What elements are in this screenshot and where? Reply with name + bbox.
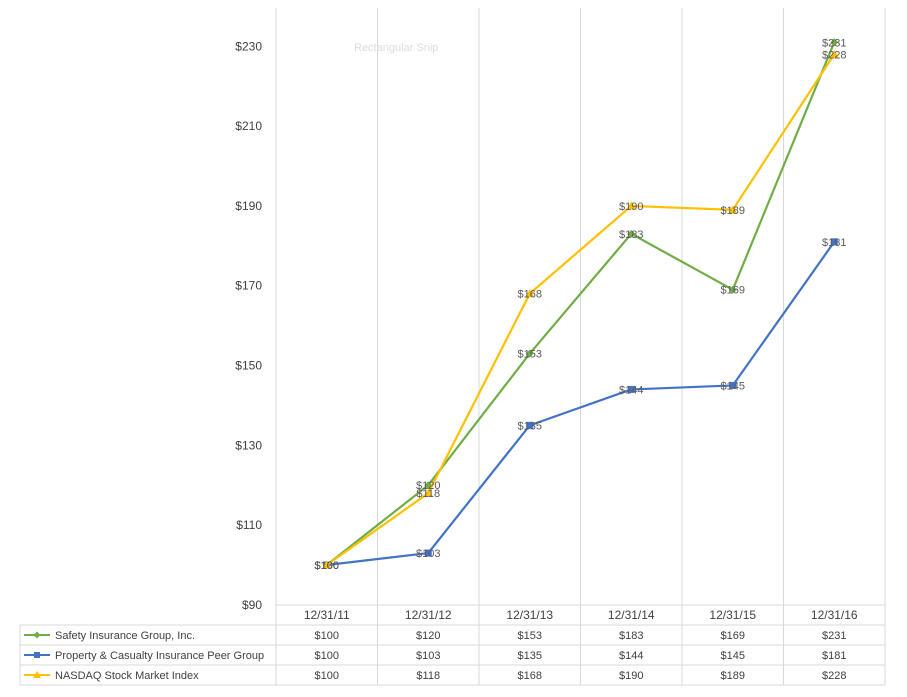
data-point xyxy=(728,205,738,214)
data-point xyxy=(728,285,737,294)
data-point xyxy=(526,421,534,429)
x-tick-label: 12/31/15 xyxy=(709,608,756,622)
data-point xyxy=(830,238,838,246)
data-label: $228 xyxy=(822,49,846,61)
x-tick-label: 12/31/14 xyxy=(608,608,655,622)
table-cell: $144 xyxy=(619,650,643,662)
legend-key-marker xyxy=(33,631,41,639)
series-line xyxy=(326,53,836,566)
data-point xyxy=(424,549,432,557)
data-label: $135 xyxy=(518,420,542,432)
data-label: $100 xyxy=(315,560,339,572)
data-point xyxy=(423,488,433,497)
data-label: $183 xyxy=(619,229,643,241)
data-label: $103 xyxy=(416,548,440,560)
data-labels: $100$120$153$183$169$231$100$103$135$144… xyxy=(315,37,847,572)
x-tick-label: 12/31/11 xyxy=(304,608,350,622)
data-point xyxy=(627,229,636,238)
table-cell: $100 xyxy=(315,670,339,682)
rectangular-snip-overlay: Rectangular Snip xyxy=(354,42,438,54)
table-cell: $153 xyxy=(518,630,542,642)
data-label: $190 xyxy=(619,201,643,213)
y-tick-label: $110 xyxy=(236,518,262,532)
data-table: 12/31/11 12/31/12 12/31/13 12/31/14 12/31/15… xyxy=(19,604,886,686)
table-cell: $190 xyxy=(619,670,643,682)
y-tick-label: $130 xyxy=(235,438,262,452)
table-cell: $183 xyxy=(619,630,643,642)
data-label: $100 xyxy=(315,560,339,572)
table-cell: $189 xyxy=(721,670,745,682)
data-label: $168 xyxy=(518,289,542,301)
series-line xyxy=(326,41,836,566)
data-point xyxy=(525,289,535,298)
table-cell: $231 xyxy=(822,630,846,642)
data-label: $144 xyxy=(619,384,643,396)
data-label: $118 xyxy=(416,488,440,500)
grid xyxy=(275,8,886,605)
data-point xyxy=(830,38,839,47)
y-tick-label: $90 xyxy=(242,598,262,612)
y-axis: $90 $110 $130 $150 $170 $190 $210 $230 xyxy=(235,39,262,612)
data-label: $189 xyxy=(721,205,745,217)
table-cell: $135 xyxy=(518,650,542,662)
y-tick-label: $230 xyxy=(235,39,262,53)
table-cell: $169 xyxy=(721,630,745,642)
table-cell: $120 xyxy=(416,630,440,642)
data-label: $231 xyxy=(822,37,846,49)
legend-key-marker xyxy=(33,671,41,678)
series-line xyxy=(326,241,836,567)
data-label: $169 xyxy=(721,285,745,297)
y-tick-label: $170 xyxy=(235,279,262,293)
y-tick-label: $190 xyxy=(235,199,262,213)
table-cell: $181 xyxy=(822,650,846,662)
legend-entry: Property & Casualty Insurance Peer Group xyxy=(55,650,264,662)
data-label: $145 xyxy=(721,380,745,392)
data-point xyxy=(729,381,737,389)
legend-entry: NASDAQ Stock Market Index xyxy=(55,670,199,682)
table-cell: $118 xyxy=(416,670,440,682)
y-tick-label: $210 xyxy=(235,119,262,133)
data-point xyxy=(627,385,635,393)
data-point xyxy=(626,201,636,210)
data-point xyxy=(829,49,839,58)
data-label: $100 xyxy=(315,560,339,572)
data-label: $181 xyxy=(822,237,846,249)
data-point xyxy=(322,560,332,569)
table-cell: $103 xyxy=(416,650,440,662)
x-tick-label: 12/31/16 xyxy=(811,608,858,622)
table-cell: $100 xyxy=(315,630,339,642)
x-tick-label: 12/31/12 xyxy=(405,608,452,622)
data-label: $120 xyxy=(416,480,440,492)
y-tick-label: $150 xyxy=(235,359,262,373)
data-point xyxy=(525,349,534,358)
x-tick-label: 12/31/13 xyxy=(506,608,553,622)
table-cell: $100 xyxy=(315,650,339,662)
table-cell: $168 xyxy=(518,670,542,682)
table-cell: $145 xyxy=(721,650,745,662)
plot-area xyxy=(322,38,839,569)
legend-entry: Safety Insurance Group, Inc. xyxy=(55,630,195,642)
series-3 xyxy=(322,49,839,569)
table-cell: $228 xyxy=(822,670,846,682)
legend-key-marker xyxy=(34,652,40,658)
data-label: $153 xyxy=(518,349,542,361)
